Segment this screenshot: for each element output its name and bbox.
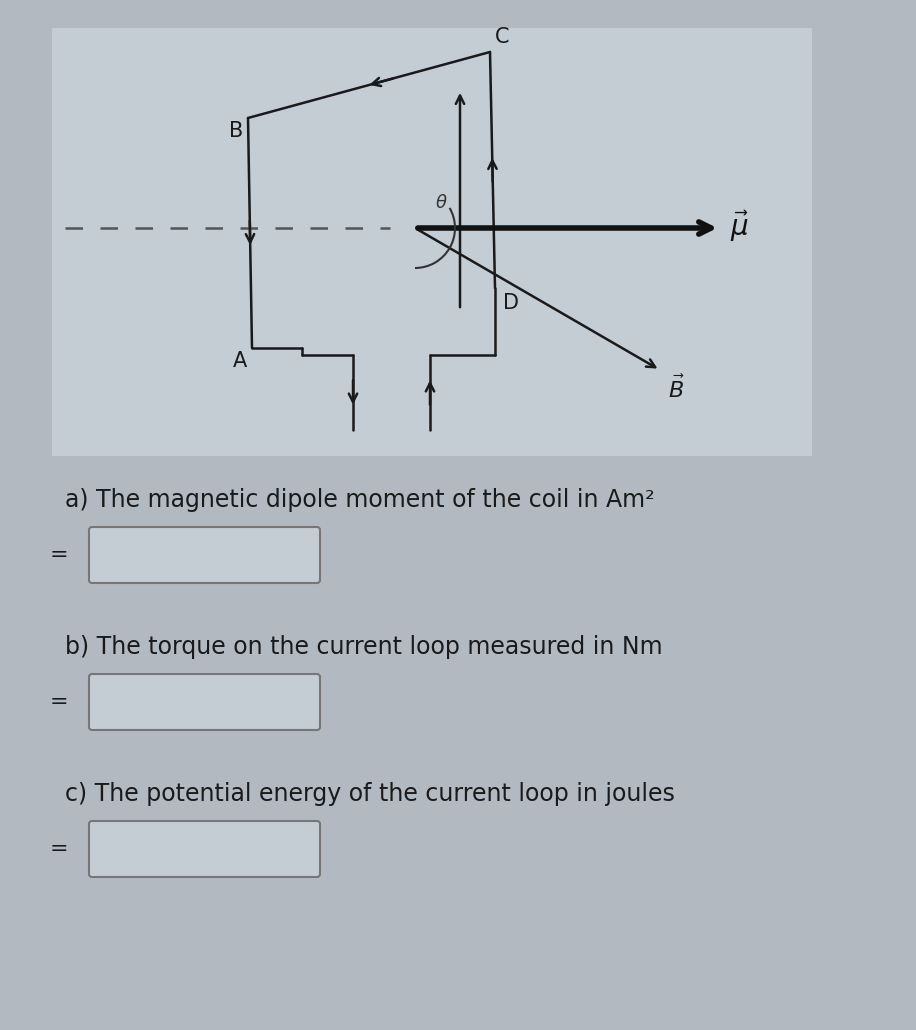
Text: D: D bbox=[503, 293, 519, 313]
Text: C: C bbox=[495, 27, 509, 47]
Text: B: B bbox=[229, 121, 243, 141]
FancyBboxPatch shape bbox=[89, 821, 320, 877]
FancyBboxPatch shape bbox=[89, 527, 320, 583]
Text: $\vec{B}$: $\vec{B}$ bbox=[668, 375, 684, 402]
Bar bbox=[52, 28, 812, 456]
Text: c) The potential energy of the current loop in joules: c) The potential energy of the current l… bbox=[65, 782, 675, 806]
Text: a) The magnetic dipole moment of the coil in Am²: a) The magnetic dipole moment of the coi… bbox=[65, 488, 655, 512]
Text: =: = bbox=[49, 692, 68, 712]
Text: b) The torque on the current loop measured in Nm: b) The torque on the current loop measur… bbox=[65, 636, 662, 659]
Text: =: = bbox=[49, 839, 68, 859]
Text: $\vec{\mu}$: $\vec{\mu}$ bbox=[730, 208, 749, 243]
Text: $\theta$: $\theta$ bbox=[435, 194, 448, 212]
Text: A: A bbox=[233, 351, 247, 371]
FancyBboxPatch shape bbox=[89, 674, 320, 730]
Text: =: = bbox=[49, 545, 68, 565]
